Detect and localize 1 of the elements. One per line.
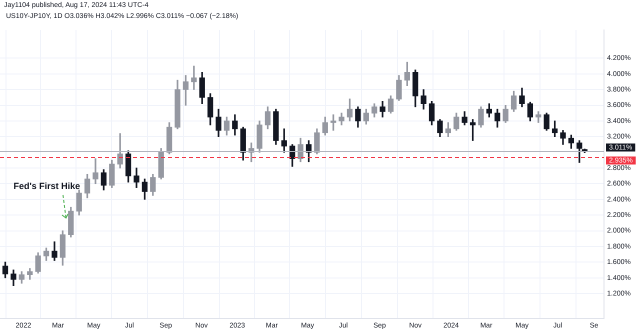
annotation: Fed's First Hike (13, 180, 80, 191)
